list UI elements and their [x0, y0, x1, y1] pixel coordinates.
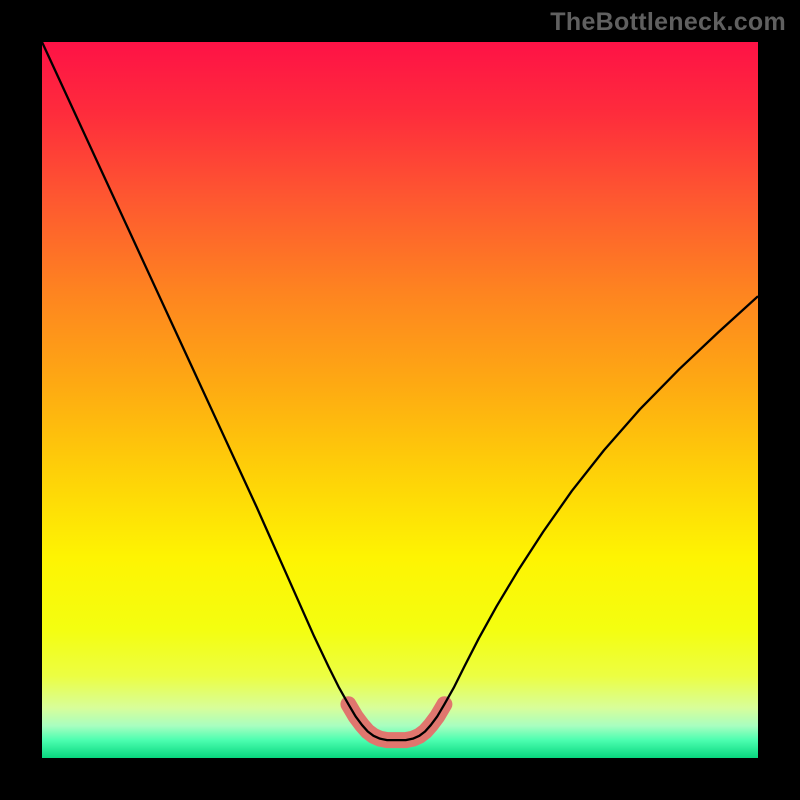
watermark-text: TheBottleneck.com — [550, 8, 786, 37]
chart-frame: TheBottleneck.com — [0, 0, 800, 800]
plot-area — [42, 42, 758, 758]
plot-svg — [42, 42, 758, 758]
